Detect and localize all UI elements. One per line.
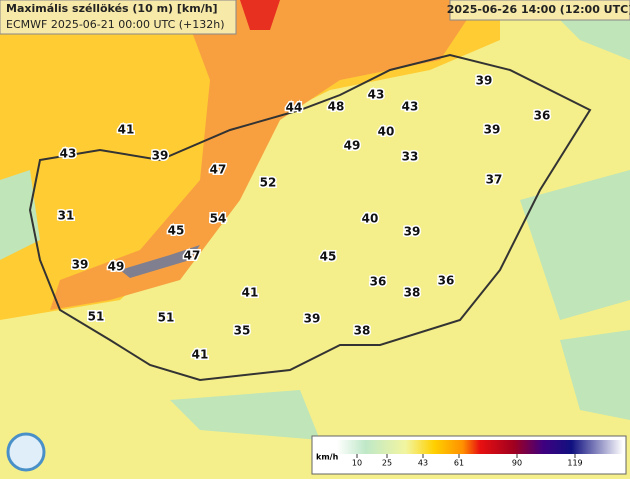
legend-tick-label: 90 (512, 459, 522, 468)
station-value: 45 (168, 224, 185, 238)
station-value: 43 (60, 147, 77, 161)
station-value: 36 (534, 109, 551, 123)
station-value: 52 (260, 176, 277, 190)
station-value: 36 (370, 275, 387, 289)
legend-unit: km/h (316, 453, 339, 462)
header-box (0, 0, 237, 35)
station-value: 41 (118, 123, 135, 137)
station-value: 49 (344, 139, 361, 153)
model-run: ECMWF 2025-06-21 00:00 UTC (+132h) (6, 18, 225, 31)
station-value: 51 (158, 311, 175, 325)
station-value: 35 (234, 324, 251, 338)
legend-tick-label: 119 (567, 459, 582, 468)
station-value: 39 (304, 312, 321, 326)
gust-area (50, 0, 480, 310)
station-value: 31 (58, 209, 75, 223)
station-value: 39 (152, 149, 169, 163)
station-value: 43 (402, 100, 419, 114)
station-value: 37 (486, 173, 503, 187)
station-value: 48 (328, 100, 345, 114)
station-value: 54 (210, 212, 227, 226)
station-value: 47 (184, 249, 201, 263)
station-value: 36 (438, 274, 455, 288)
country-border (28, 53, 592, 382)
station-value: 40 (362, 212, 379, 226)
station-value: 44 (286, 101, 303, 115)
station-value: 49 (108, 260, 125, 274)
map-title: Maximális széllökés (10 m) [km/h] (6, 2, 218, 15)
gust-area (240, 0, 280, 30)
valid-time: 2025-06-26 14:00 (12:00 UTC) (447, 3, 630, 16)
lake (120, 245, 200, 278)
station-value: 41 (242, 286, 259, 300)
legend-tick-label: 25 (382, 459, 392, 468)
station-value: 45 (320, 250, 337, 264)
legend-tick-label: 61 (454, 459, 464, 468)
station-value: 40 (378, 125, 395, 139)
station-value: 38 (404, 286, 421, 300)
station-value: 51 (88, 310, 105, 324)
station-value: 39 (404, 225, 421, 239)
station-value: 43 (368, 88, 385, 102)
gust-area (0, 0, 500, 320)
station-value: 38 (354, 324, 371, 338)
logo (6, 432, 46, 472)
legend-tick-label: 43 (418, 459, 428, 468)
station-value: 39 (476, 74, 493, 88)
station-value: 41 (192, 348, 209, 362)
station-value: 47 (210, 163, 227, 177)
station-value: 39 (72, 258, 89, 272)
station-value: 33 (402, 150, 419, 164)
valid-box (449, 0, 630, 21)
colorbar (337, 440, 623, 454)
legend-tick-label: 10 (352, 459, 362, 468)
station-value: 39 (484, 123, 501, 137)
